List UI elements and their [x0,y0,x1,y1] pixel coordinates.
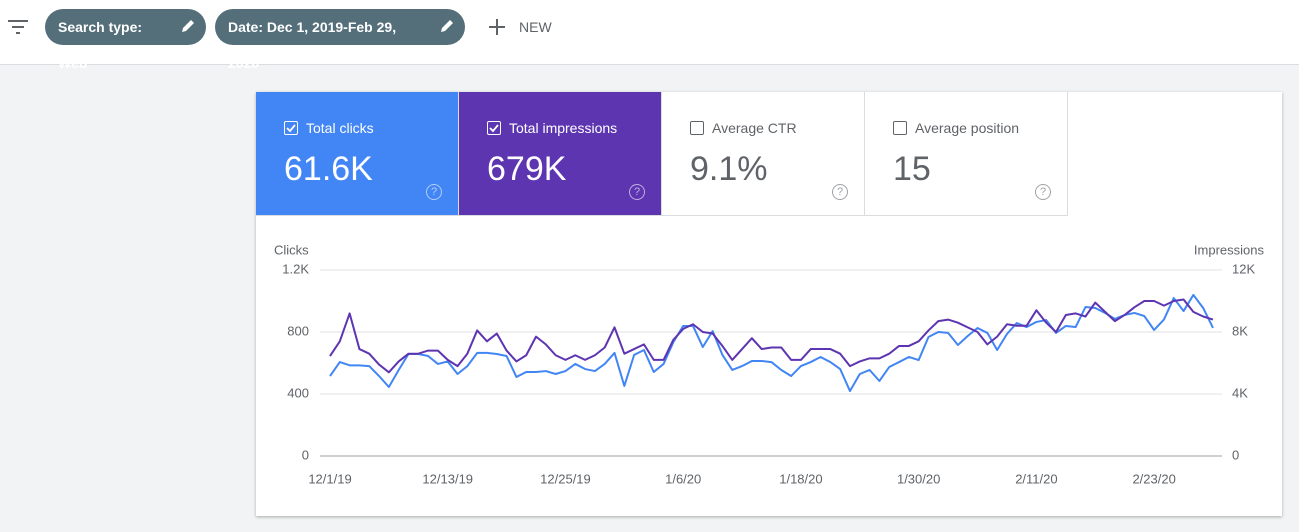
y2-tick-label: 12K [1232,261,1255,276]
help-icon: ? [1035,184,1051,200]
y2-axis-title: Impressions [1194,242,1265,257]
y-tick-label: 0 [302,447,309,462]
edit-icon [182,20,194,32]
plus-icon [489,19,505,35]
checkbox [690,121,704,135]
checkbox [487,121,501,135]
checkbox [284,121,298,135]
chart: Clicks Impressions 0 400 800 1.2K 0 4K 8K 12K 12/1… [274,242,1265,486]
x-tick-label: 12/13/19 [422,471,473,486]
metric-label: Average CTR [712,120,797,136]
y-tick-label: 400 [287,385,309,400]
x-tick-label: 12/25/19 [540,471,591,486]
help-icon: ? [629,184,645,200]
filter-chip[interactable]: Search type: Web [45,9,206,71]
x-tick-label: 1/6/20 [665,471,701,486]
y-tick-label: 1.2K [282,261,309,276]
chip-label: Date: Dec 1, 2019-Feb 29, 2020 [228,19,397,71]
chip-label: Search type: Web [58,19,143,71]
metric-value: 61.6K [284,150,373,188]
metric-value: 679K [487,150,567,188]
metric-label: Total impressions [509,120,618,136]
filter-chip[interactable]: Date: Dec 1, 2019-Feb 29, 2020 [215,9,465,71]
metric-tile[interactable]: Total clicks 61.6K? [256,92,459,216]
x-tick-label: 12/1/19 [308,471,351,486]
help-icon: ? [426,184,442,200]
x-tick-label: 1/30/20 [897,471,940,486]
y2-tick-label: 8K [1232,323,1248,338]
metric-tile[interactable]: Average CTR 9.1%? [662,92,865,216]
checkbox [893,121,907,135]
y-tick-label: 800 [287,323,309,338]
metric-value: 9.1% [690,150,768,188]
y-axis-title: Clicks [274,242,309,257]
help-icon: ? [832,184,848,200]
series-line [329,293,1214,393]
series-line [329,298,1214,374]
metric-value: 15 [893,150,931,188]
edit-icon [441,20,453,32]
x-tick-label: 2/11/20 [1015,471,1057,486]
x-tick-label: 2/23/20 [1132,471,1175,486]
metric-label: Average position [915,120,1020,136]
y2-tick-label: 0 [1232,447,1239,462]
toolbar: Search type: Web Date: Dec 1, 2019-Feb 2… [0,0,1299,71]
new-label: NEW [519,19,552,35]
performance-card: Total clicks 61.6K? Total impressions 679K?… [256,92,1282,516]
new-button[interactable]: NEW [486,16,552,38]
metric-tile[interactable]: Average position 15? [865,92,1068,216]
metric-tile[interactable]: Total impressions 679K? [459,92,662,216]
filter-icon[interactable] [7,17,29,37]
x-tick-label: 1/18/20 [779,471,822,486]
metric-label: Total clicks [306,120,374,136]
y2-tick-label: 4K [1232,385,1248,400]
